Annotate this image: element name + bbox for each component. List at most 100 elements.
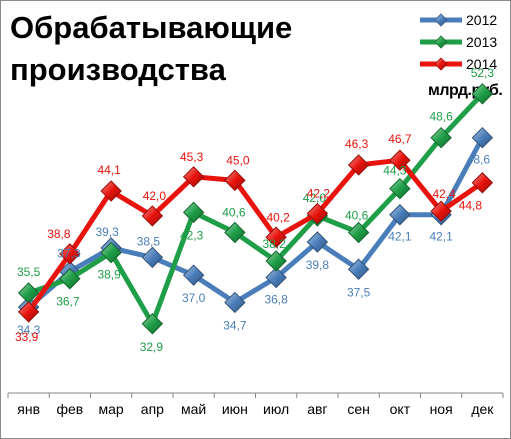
legend-marker — [434, 13, 448, 27]
unit-label: млрд.руб. — [428, 82, 502, 99]
data-point — [430, 126, 452, 149]
legend-label: 2012 — [466, 12, 497, 28]
data-label: 35,5 — [17, 265, 41, 279]
data-label: 44,3 — [383, 164, 407, 178]
data-point — [224, 291, 246, 314]
data-point — [265, 250, 287, 272]
legend-label: 2014 — [466, 56, 497, 72]
data-label: 40,6 — [345, 209, 369, 223]
legend-item: 2014 — [420, 56, 497, 72]
data-point — [265, 226, 287, 248]
data-label: 48,6 — [429, 110, 453, 124]
data-label: 40,6 — [222, 206, 246, 220]
legend-item: 2012 — [420, 12, 497, 28]
x-tick-label: янв — [17, 401, 40, 417]
data-point — [141, 313, 164, 335]
x-tick-label: авг — [307, 401, 327, 417]
data-label: 52,3 — [471, 66, 495, 80]
data-label: 37,0 — [182, 291, 206, 305]
data-label: 37,3 — [57, 247, 81, 261]
legend-item: 2013 — [420, 34, 497, 50]
data-label: 48,6 — [467, 153, 491, 167]
x-axis: янв фев мар апр май июн июл авг сен окт ноя дек — [7, 392, 504, 417]
chart-title-line-2: производства — [10, 52, 227, 87]
data-point — [265, 266, 287, 289]
data-label: 38,8 — [47, 227, 71, 241]
data-point — [430, 200, 452, 222]
x-tick-label: ноя — [430, 401, 453, 417]
data-label: 39,3 — [95, 225, 119, 239]
data-label: 34,7 — [223, 318, 247, 332]
data-point — [182, 201, 205, 224]
data-label: 38,2 — [262, 237, 286, 251]
data-label: 46,7 — [388, 132, 412, 146]
data-point — [100, 180, 122, 202]
data-point — [182, 264, 205, 286]
legend-marker — [434, 57, 448, 71]
data-point — [389, 177, 411, 200]
series-layer — [17, 83, 494, 335]
data-point — [389, 149, 411, 171]
x-tick-label: июл — [263, 401, 289, 417]
data-label: 44,1 — [97, 163, 121, 177]
data-point — [347, 221, 370, 244]
data-point — [182, 166, 205, 188]
data-point — [59, 243, 81, 265]
legend: 2012 2013 2014 — [420, 12, 497, 72]
x-tick-label: мар — [99, 401, 124, 417]
data-label: 42,2 — [307, 187, 331, 201]
data-point — [471, 83, 494, 105]
data-point — [471, 172, 494, 194]
data-point — [224, 169, 246, 192]
x-tick-label: май — [181, 401, 206, 417]
data-label: 46,3 — [345, 137, 369, 151]
data-label: 45,0 — [226, 153, 250, 167]
x-tick-label: окт — [390, 401, 411, 417]
data-label: 42,1 — [388, 230, 412, 244]
data-label: 34,3 — [17, 323, 41, 337]
series-line — [27, 92, 485, 327]
legend-marker — [434, 35, 448, 49]
data-label: 32,9 — [140, 340, 164, 354]
series-line — [26, 157, 484, 314]
chart-title-line-1: Обрабатывающие — [10, 10, 292, 45]
x-tick-label: июн — [222, 401, 248, 417]
data-point — [59, 268, 81, 290]
data-label: 38,5 — [137, 234, 161, 248]
data-point — [306, 202, 329, 225]
data-label: 42,0 — [303, 191, 327, 205]
data-label: 42,4 — [432, 187, 456, 201]
x-tick-label: фев — [57, 401, 84, 417]
data-point — [389, 204, 411, 226]
data-label: 42,0 — [143, 189, 167, 203]
data-point — [471, 126, 494, 149]
legend-label: 2013 — [466, 34, 497, 50]
data-point — [141, 205, 164, 227]
data-point — [100, 241, 122, 264]
data-label: 33,9 — [15, 330, 39, 344]
data-label: 42,3 — [180, 228, 204, 242]
series-2013 — [17, 83, 494, 335]
x-tick-label: дек — [471, 401, 494, 417]
data-point — [347, 154, 370, 176]
x-tick-label: сен — [347, 401, 370, 417]
series-2014 — [17, 149, 494, 323]
data-label: 44,8 — [459, 199, 483, 213]
data-point — [347, 258, 370, 280]
data-label: 36,8 — [264, 293, 288, 307]
x-tick-label: апр — [141, 401, 164, 417]
data-label: 40,2 — [266, 210, 290, 224]
data-label: 36,7 — [56, 295, 80, 309]
data-point — [224, 221, 246, 244]
data-label: 39,8 — [306, 258, 330, 272]
data-label: 42,1 — [429, 230, 453, 244]
data-label: 37,5 — [347, 285, 371, 299]
data-labels: 34,3 37,3 39,3 38,5 37,0 34,7 36,8 39,8 37,5 42,1… — [15, 66, 494, 354]
data-label: 45,3 — [180, 150, 204, 164]
data-point — [141, 246, 164, 269]
data-point — [306, 231, 329, 253]
data-label: 38,9 — [97, 268, 121, 282]
